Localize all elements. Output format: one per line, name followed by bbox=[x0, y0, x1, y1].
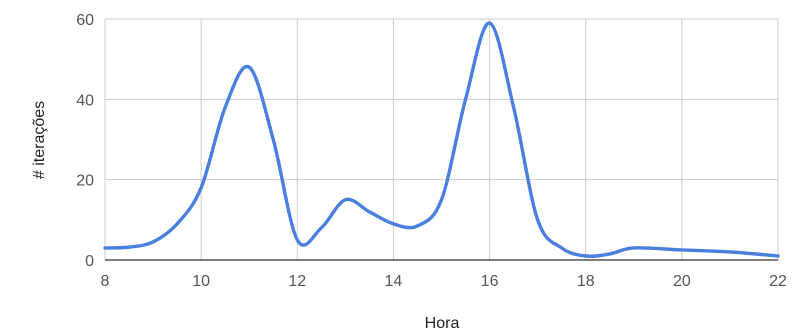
x-tick-label: 8 bbox=[101, 273, 110, 290]
x-tick-label: 20 bbox=[673, 273, 691, 290]
grid bbox=[104, 18, 779, 261]
x-tick-label: 12 bbox=[288, 273, 306, 290]
series-line bbox=[103, 21, 780, 258]
x-axis-ticks: 8 10 12 14 16 18 20 22 bbox=[101, 273, 787, 290]
series-layer bbox=[103, 21, 780, 258]
y-axis-ticks: 0 20 40 60 bbox=[76, 12, 94, 270]
x-tick-label: 10 bbox=[192, 273, 210, 290]
y-axis-title: # iterações bbox=[31, 101, 48, 179]
x-tick-label: 16 bbox=[481, 273, 499, 290]
x-axis-title: Hora bbox=[425, 315, 460, 332]
y-tick-label: 60 bbox=[76, 12, 94, 29]
x-tick-label: 22 bbox=[769, 273, 787, 290]
x-tick-label: 14 bbox=[385, 273, 403, 290]
y-tick-label: 0 bbox=[85, 253, 94, 270]
y-tick-label: 40 bbox=[76, 92, 94, 109]
y-tick-label: 20 bbox=[76, 173, 94, 190]
x-tick-label: 18 bbox=[577, 273, 595, 290]
